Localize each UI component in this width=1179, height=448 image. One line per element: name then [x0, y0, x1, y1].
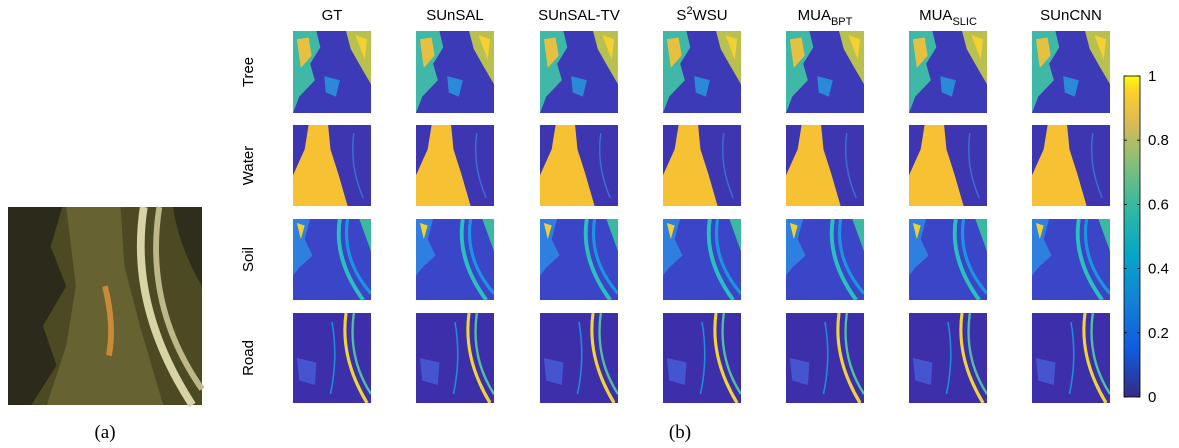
abundance-map: [909, 313, 987, 403]
rgb-image: [8, 207, 202, 405]
header-text: S: [676, 7, 686, 24]
abundance-map: [663, 125, 741, 206]
abundance-map: [540, 219, 618, 300]
abundance-map: [663, 31, 741, 113]
row-label: Soil: [240, 247, 257, 272]
abundance-map: [293, 313, 371, 403]
colorbar-tick-label: 0.8: [1148, 132, 1169, 149]
abundance-map: [416, 219, 494, 300]
abundance-map: [540, 31, 618, 113]
abundance-map: [416, 31, 494, 113]
abundance-map: [1032, 219, 1110, 300]
column-header: MUABPT: [798, 7, 853, 28]
row-label: Road: [240, 340, 257, 376]
abundance-map: [786, 219, 864, 300]
row-label: Water: [240, 146, 257, 185]
abundance-map: [293, 31, 371, 113]
colorbar-tick-label: 0.6: [1148, 196, 1169, 213]
abundance-map: [540, 313, 618, 403]
abundance-map: [909, 125, 987, 206]
page: (a) (b) GTSUnSALSUnSAL-TVS2WSUMUABPTMUAS…: [0, 0, 1179, 448]
column-header: SUnCNN: [1040, 7, 1102, 24]
column-header: S2WSU: [676, 5, 727, 24]
abundance-map: [786, 125, 864, 206]
abundance-map: [786, 31, 864, 113]
column-header: GT: [322, 7, 343, 24]
column-header: SUnSAL: [426, 7, 484, 24]
abundance-map: [663, 219, 741, 300]
row-label: Tree: [240, 57, 257, 87]
colorbar-tick-label: 0: [1148, 389, 1156, 406]
abundance-map: [909, 219, 987, 300]
header-text: WSU: [693, 7, 728, 24]
caption: (b): [669, 422, 691, 443]
header-sub: BPT: [831, 16, 853, 28]
abundance-map: [293, 125, 371, 206]
abundance-map: [416, 313, 494, 403]
caption: (a): [94, 422, 115, 443]
abundance-map: [293, 219, 371, 300]
colorbar-tick-label: 0.4: [1148, 261, 1169, 278]
colorbar-tick-label: 1: [1148, 68, 1156, 85]
figure: (a) (b) GTSUnSALSUnSAL-TVS2WSUMUABPTMUAS…: [0, 0, 1179, 448]
abundance-map: [1032, 125, 1110, 206]
colorbar-tick-label: 0.2: [1148, 325, 1169, 342]
abundance-map: [786, 313, 864, 403]
column-header: MUASLIC: [919, 7, 977, 28]
abundance-map: [1032, 31, 1110, 113]
header-sub: SLIC: [952, 16, 977, 28]
abundance-map: [909, 31, 987, 113]
abundance-map: [1032, 313, 1110, 403]
header-text: MUA: [798, 7, 831, 24]
column-header: SUnSAL-TV: [538, 7, 620, 24]
abundance-map: [663, 313, 741, 403]
header-text: MUA: [919, 7, 952, 24]
abundance-map: [416, 125, 494, 206]
colorbar: [1124, 76, 1140, 397]
abundance-map: [540, 125, 618, 206]
